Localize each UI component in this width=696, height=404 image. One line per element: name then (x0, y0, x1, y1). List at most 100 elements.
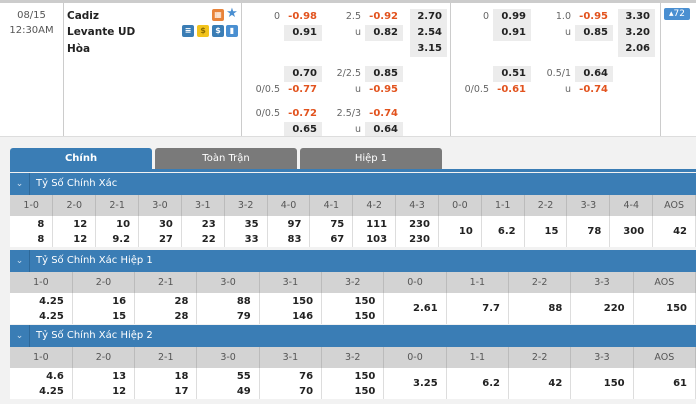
score-odds-cell[interactable]: 2.61 (383, 293, 447, 324)
home-odds[interactable]: 76 (299, 370, 314, 382)
odds-value[interactable]: -0.74 (369, 108, 398, 119)
away-odds[interactable]: 12 (112, 385, 127, 397)
home-odds[interactable]: 30 (158, 218, 173, 230)
score-odds-cell[interactable]: 42 (652, 216, 696, 247)
away-odds[interactable]: 15 (112, 310, 127, 322)
favorite-star-icon[interactable]: ★ (226, 6, 238, 21)
home-odds[interactable]: 4.6 (46, 370, 64, 382)
tab-main[interactable]: Chính (10, 148, 152, 169)
score-odds-cell[interactable]: 12 12 (52, 216, 97, 247)
away-odds[interactable]: 12 (73, 233, 88, 245)
home-odds[interactable]: 150 (354, 370, 376, 382)
away-odds[interactable]: 28 (174, 310, 189, 322)
score-odds-cell[interactable]: 28 28 (134, 293, 198, 324)
away-odds[interactable]: 67 (330, 233, 345, 245)
score-odds-cell[interactable]: 30 27 (138, 216, 182, 247)
tab-first-half[interactable]: Hiệp 1 (300, 148, 442, 169)
score-odds-cell[interactable]: 55 49 (196, 368, 260, 399)
chevron-down-icon[interactable]: ⌄ (10, 250, 30, 272)
away-team[interactable]: Levante UD (67, 26, 136, 38)
score-odds-cell[interactable]: 150 (570, 368, 634, 399)
score-odds-cell[interactable]: 61 (633, 368, 696, 399)
home-odds[interactable]: 13 (112, 370, 127, 382)
chevron-down-icon[interactable]: ⌄ (10, 325, 30, 347)
section-header[interactable]: ⌄ Tỷ Số Chính Xác (10, 173, 696, 195)
score-odds-cell[interactable]: 16 15 (72, 293, 136, 324)
score-odds-cell[interactable]: 3.25 (383, 368, 447, 399)
home-team[interactable]: Cadiz (67, 10, 100, 22)
live-stream-icon[interactable]: ▦ (212, 9, 224, 21)
score-odds-cell[interactable]: 76 70 (259, 368, 323, 399)
odds-value[interactable]: -0.74 (579, 84, 608, 95)
odds-value[interactable]: -0.98 (288, 11, 317, 22)
odds-value[interactable]: 0.99 (493, 9, 531, 25)
home-odds[interactable]: 150 (292, 295, 314, 307)
away-odds[interactable]: 4.25 (39, 385, 64, 397)
score-odds-cell[interactable]: 88 79 (196, 293, 260, 324)
home-odds[interactable]: 12 (73, 218, 88, 230)
away-odds[interactable]: 83 (287, 233, 302, 245)
odds-value[interactable]: -0.61 (497, 84, 526, 95)
more-markets-badge[interactable]: ▴72 (664, 8, 690, 20)
home-odds[interactable]: 88 (236, 295, 251, 307)
score-odds-cell[interactable]: 150 150 (321, 368, 385, 399)
home-odds[interactable]: 150 (354, 295, 376, 307)
odds-value[interactable]: 0.91 (284, 25, 322, 41)
stats-table-icon[interactable]: ≡ (182, 25, 194, 37)
score-odds-cell[interactable]: 35 33 (224, 216, 268, 247)
home-odds[interactable]: 18 (174, 370, 189, 382)
score-odds-cell[interactable]: 150 146 (259, 293, 323, 324)
score-odds-cell[interactable]: 4.6 4.25 (10, 368, 73, 399)
away-odds[interactable]: 22 (201, 233, 216, 245)
score-odds-cell[interactable]: 78 (566, 216, 611, 247)
odds-value[interactable]: 2.54 (410, 25, 447, 41)
away-odds[interactable]: 79 (236, 310, 251, 322)
odds-value[interactable]: 0.91 (493, 25, 531, 41)
away-odds[interactable]: 150 (354, 310, 376, 322)
section-header[interactable]: ⌄ Tỷ Số Chính Xác Hiệp 2 (10, 325, 696, 347)
score-odds-cell[interactable]: 7.7 (446, 293, 510, 324)
home-odds[interactable]: 10 (116, 218, 131, 230)
score-odds-cell[interactable]: 6.2 (481, 216, 525, 247)
home-odds[interactable]: 55 (236, 370, 251, 382)
score-odds-cell[interactable]: 10 (438, 216, 482, 247)
odds-value[interactable]: 3.30 (618, 9, 655, 25)
home-odds[interactable]: 111 (366, 218, 388, 230)
odds-value[interactable]: -0.95 (579, 11, 608, 22)
away-odds[interactable]: 9.2 (112, 233, 131, 245)
odds-value[interactable]: 0.64 (575, 66, 613, 82)
odds-value[interactable]: -0.95 (369, 84, 398, 95)
away-odds[interactable]: 27 (158, 233, 173, 245)
score-odds-cell[interactable]: 10 9.2 (95, 216, 140, 247)
home-odds[interactable]: 4.25 (39, 295, 64, 307)
odds-value[interactable]: 3.20 (618, 25, 655, 41)
tab-full-match[interactable]: Toàn Trận (155, 148, 297, 169)
odds-value[interactable]: 0.51 (493, 66, 531, 82)
home-odds[interactable]: 16 (112, 295, 127, 307)
away-odds[interactable]: 146 (292, 310, 314, 322)
score-odds-cell[interactable]: 111 103 (352, 216, 397, 247)
score-odds-cell[interactable]: 88 (508, 293, 572, 324)
away-odds[interactable]: 49 (236, 385, 251, 397)
odds-value[interactable]: 0.85 (365, 66, 403, 82)
away-odds[interactable]: 4.25 (39, 310, 64, 322)
odds-value[interactable]: -0.72 (288, 108, 317, 119)
home-odds[interactable]: 97 (287, 218, 302, 230)
odds-value[interactable]: 0.70 (284, 66, 322, 82)
score-odds-cell[interactable]: 220 (570, 293, 634, 324)
odds-value[interactable]: 0.65 (284, 122, 322, 138)
chart-icon[interactable]: ▮ (226, 25, 238, 37)
coin-icon[interactable]: $ (197, 25, 209, 37)
score-odds-cell[interactable]: 97 83 (267, 216, 311, 247)
section-header[interactable]: ⌄ Tỷ Số Chính Xác Hiệp 1 (10, 250, 696, 272)
odds-value[interactable]: 0.82 (365, 25, 403, 41)
odds-value[interactable]: 2.06 (618, 41, 655, 57)
home-odds[interactable]: 75 (330, 218, 345, 230)
away-odds[interactable]: 8 (37, 233, 45, 245)
home-odds[interactable]: 28 (174, 295, 189, 307)
odds-value[interactable]: 2.70 (410, 9, 447, 25)
odds-value[interactable]: 3.15 (410, 41, 447, 57)
away-odds[interactable]: 150 (354, 385, 376, 397)
score-odds-cell[interactable]: 23 22 (181, 216, 225, 247)
